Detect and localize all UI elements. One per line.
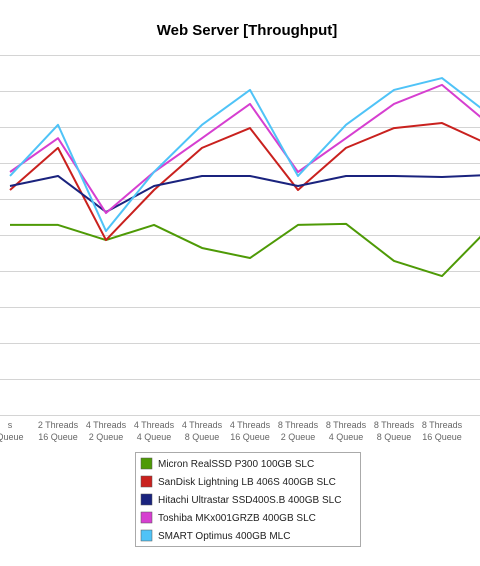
x-tick-label: 16 Queue xyxy=(38,432,78,442)
legend-swatch xyxy=(140,511,153,524)
x-tick-label: s xyxy=(8,420,13,430)
legend-label: SMART Optimus 400GB MLC xyxy=(158,531,290,542)
x-tick-label: 2 Queue xyxy=(89,432,124,442)
x-tick-label: 8 Queue xyxy=(377,432,412,442)
x-tick-label: 8 Queue xyxy=(185,432,220,442)
legend-label: Toshiba MKx001GRZB 400GB SLC xyxy=(158,513,316,524)
x-tick-label: Queue xyxy=(0,432,24,442)
chart-title: Web Server [Throughput] xyxy=(157,22,338,39)
legend-swatch xyxy=(140,457,153,470)
x-tick-label: 4 Queue xyxy=(329,432,364,442)
x-tick-label: 8 Threads xyxy=(326,420,367,430)
legend-label: SanDisk Lightning LB 406S 400GB SLC xyxy=(158,477,336,488)
x-tick-label: 8 Threads xyxy=(374,420,415,430)
legend-label: Micron RealSSD P300 100GB SLC xyxy=(158,459,314,470)
x-tick-label: 4 Threads xyxy=(86,420,127,430)
x-tick-label: 4 Threads xyxy=(182,420,223,430)
x-tick-label: 2 Queue xyxy=(281,432,316,442)
x-tick-label: 8 Threads xyxy=(422,420,463,430)
x-tick-label: 4 Threads xyxy=(230,420,271,430)
x-tick-label: 16 Queue xyxy=(422,432,462,442)
series-line xyxy=(9,77,480,233)
legend-label: Hitachi Ultrastar SSD400S.B 400GB SLC xyxy=(158,495,341,506)
series-line xyxy=(9,174,480,213)
series-line xyxy=(9,122,480,242)
legend-swatch xyxy=(140,493,153,506)
legend xyxy=(135,452,361,547)
series-line xyxy=(10,222,480,278)
x-tick-label: 4 Queue xyxy=(137,432,172,442)
series-line xyxy=(9,83,480,215)
legend-swatch xyxy=(140,475,153,488)
x-tick-label: 16 Queue xyxy=(230,432,270,442)
legend-swatch xyxy=(140,529,153,542)
x-tick-label: 2 Threads xyxy=(38,420,79,430)
x-tick-label: 4 Threads xyxy=(134,420,175,430)
x-tick-label: 8 Threads xyxy=(278,420,319,430)
